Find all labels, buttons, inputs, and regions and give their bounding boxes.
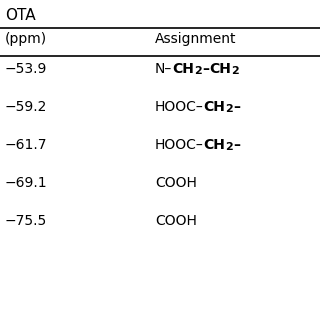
Text: −61.7: −61.7 [5,138,47,152]
Text: HOOC–: HOOC– [155,138,204,152]
Text: CH: CH [204,138,226,152]
Text: (ppm): (ppm) [5,32,47,46]
Text: 2: 2 [194,66,202,76]
Text: −59.2: −59.2 [5,100,47,114]
Text: 2: 2 [226,142,233,152]
Text: OTA: OTA [5,8,36,23]
Text: CH: CH [204,100,226,114]
Text: −75.5: −75.5 [5,214,47,228]
Text: –: – [233,138,240,152]
Text: Assignment: Assignment [155,32,236,46]
Text: 2: 2 [226,104,233,114]
Text: COOH: COOH [155,176,197,190]
Text: CH: CH [172,62,194,76]
Text: N–: N– [155,62,172,76]
Text: 2: 2 [231,66,238,76]
Text: −53.9: −53.9 [5,62,47,76]
Text: COOH: COOH [155,214,197,228]
Text: −69.1: −69.1 [5,176,48,190]
Text: CH: CH [209,62,231,76]
Text: –: – [202,62,209,76]
Text: –: – [233,100,240,114]
Text: HOOC–: HOOC– [155,100,204,114]
